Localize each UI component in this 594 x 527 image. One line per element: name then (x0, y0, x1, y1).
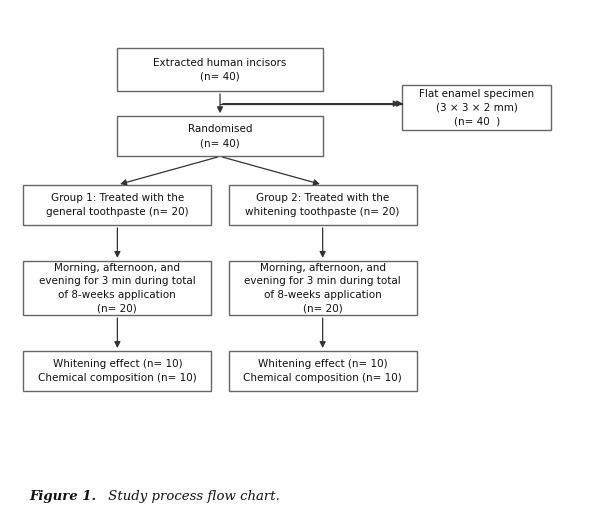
Text: Morning, afternoon, and
evening for 3 min during total
of 8-weeks application
(n: Morning, afternoon, and evening for 3 mi… (39, 262, 196, 314)
FancyBboxPatch shape (229, 351, 417, 391)
FancyBboxPatch shape (118, 48, 323, 91)
Text: Randomised
(n= 40): Randomised (n= 40) (188, 124, 252, 148)
FancyBboxPatch shape (229, 185, 417, 225)
FancyBboxPatch shape (229, 261, 417, 315)
Text: Flat enamel specimen
(3 × 3 × 2 mm)
(n= 40  ): Flat enamel specimen (3 × 3 × 2 mm) (n= … (419, 89, 534, 126)
FancyBboxPatch shape (118, 116, 323, 157)
FancyBboxPatch shape (403, 85, 551, 130)
FancyBboxPatch shape (23, 261, 211, 315)
Text: Group 1: Treated with the
general toothpaste (n= 20): Group 1: Treated with the general toothp… (46, 193, 189, 217)
Text: Study process flow chart.: Study process flow chart. (104, 490, 280, 503)
FancyBboxPatch shape (23, 351, 211, 391)
Text: Extracted human incisors
(n= 40): Extracted human incisors (n= 40) (153, 58, 287, 82)
Text: Group 2: Treated with the
whitening toothpaste (n= 20): Group 2: Treated with the whitening toot… (245, 193, 400, 217)
Text: Whitening effect (n= 10)
Chemical composition (n= 10): Whitening effect (n= 10) Chemical compos… (244, 359, 402, 383)
FancyBboxPatch shape (23, 185, 211, 225)
Text: Whitening effect (n= 10)
Chemical composition (n= 10): Whitening effect (n= 10) Chemical compos… (38, 359, 197, 383)
Text: Morning, afternoon, and
evening for 3 min during total
of 8-weeks application
(n: Morning, afternoon, and evening for 3 mi… (244, 262, 401, 314)
Text: Figure 1.: Figure 1. (30, 490, 97, 503)
